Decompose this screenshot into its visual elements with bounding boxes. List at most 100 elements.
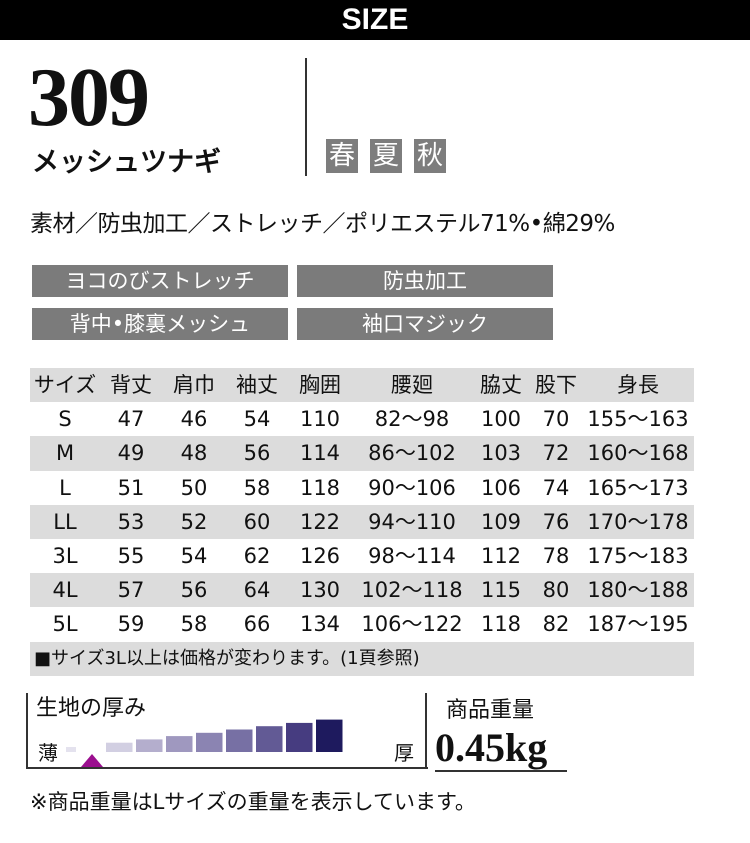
header-cell: 背丈 [110,373,152,397]
thickness-bar [166,736,193,752]
header-cell: 胸囲 [299,373,341,397]
table-cell: 118 [299,475,341,500]
table-row: 5L 59 58 66 134 106〜122 118 82 187〜195 [30,607,694,641]
table-cell: M [55,441,75,466]
divider [305,58,307,176]
table-cell: 51 [117,475,145,500]
table-row: L 51 50 58 118 90〜106 106 74 165〜173 [30,471,694,505]
table-cell: 72 [542,441,570,466]
table-cell: L [59,475,71,500]
table-cell: 103 [480,441,522,466]
table-header-row: サイズ 背丈 肩巾 袖丈 胸囲 腰廻 脇丈 股下 身長 [30,368,694,403]
table-cell: 60 [243,509,271,534]
header-cell: 肩巾 [173,373,215,397]
table-cell: 47 [117,407,145,432]
table-cell: 134 [299,612,341,637]
season-spring: 春 [326,139,358,173]
thick-label: 厚 [394,741,414,765]
table-cell: 80 [542,578,570,603]
season-summer: 夏 [370,139,402,173]
size-table: サイズ 背丈 肩巾 袖丈 胸囲 腰廻 脇丈 股下 身長 S 47 46 54 110 82… [30,368,694,676]
thickness-scale [66,719,343,767]
table-cell: 54 [243,407,271,432]
table-cell: 55 [117,543,145,568]
table-cell: 112 [480,543,522,568]
thickness-bar [286,722,313,752]
table-cell: 175〜183 [587,543,689,568]
table-cell: 100 [480,407,522,432]
season-autumn: 秋 [414,139,446,173]
table-cell: 70 [542,407,570,432]
header-cell: 身長 [617,373,659,397]
table-cell: 4L [52,578,78,603]
table-cell: 82〜98 [374,407,450,432]
table-cell: 118 [480,612,522,637]
table-cell: 3L [52,543,78,568]
table-cell: 126 [299,543,341,568]
header-cell: サイズ [33,373,97,397]
table-cell: 115 [480,578,522,603]
table-cell: 76 [542,509,570,534]
table-cell: 130 [299,578,341,603]
table-cell: 170〜178 [587,509,689,534]
footer-note: ※商品重量はLサイズの重量を表示しています。 [30,790,476,814]
table-cell: 53 [117,509,145,534]
table-cell: 102〜118 [361,578,463,603]
table-cell: 49 [117,441,145,466]
thin-label: 薄 [38,741,58,765]
table-cell: 64 [243,578,271,603]
size-header: SIZE [0,0,750,40]
table-cell: 59 [117,612,145,637]
thickness-marker-icon [81,754,103,767]
feature-badge: 袖口マジック [297,308,553,340]
table-cell: 54 [180,543,208,568]
table-cell: 46 [180,407,208,432]
thickness-label: 生地の厚み [36,696,147,721]
table-cell: 57 [117,578,145,603]
table-row: M 49 48 56 114 86〜102 103 72 160〜168 [30,436,694,471]
feature-badge: 防虫加工 [297,265,553,297]
table-cell: S [58,407,72,432]
table-cell: 82 [542,612,570,637]
thickness-box [26,693,428,769]
table-cell: 114 [299,441,341,466]
table-cell: 58 [243,475,271,500]
thickness-bar [66,747,76,752]
table-row: 4L 57 56 64 130 102〜118 115 80 180〜188 [30,573,694,608]
table-cell: 78 [542,543,570,568]
table-cell: 48 [180,441,208,466]
table-row: S 47 46 54 110 82〜98 100 70 155〜163 [30,402,694,436]
thickness-bar [136,739,163,752]
table-cell: 52 [180,509,208,534]
price-note: ■サイズ3L以上は価格が変わります。(1頁参照) [30,641,694,676]
thickness-bar [256,726,283,752]
header-cell: 袖丈 [236,373,278,397]
table-cell: 66 [243,612,271,637]
thickness-bar [226,729,253,752]
table-cell: 74 [542,475,570,500]
feature-badge: ヨコのびストレッチ [32,265,288,297]
divider [425,693,427,769]
table-row: 3L 55 54 62 126 98〜114 112 78 175〜183 [30,539,694,573]
model-number: 309 [28,51,150,144]
thickness-bar [316,719,343,752]
table-cell: 56 [243,441,271,466]
table-cell: 109 [480,509,522,534]
table-cell: 98〜114 [368,543,456,568]
table-row: LL 53 52 60 122 94〜110 109 76 170〜178 [30,504,694,539]
table-cell: 56 [180,578,208,603]
material-text: 素材／防虫加工／ストレッチ／ポリエステル71%•綿29% [30,211,615,237]
table-cell: 5L [52,612,78,637]
table-cell: 58 [180,612,208,637]
table-cell: 106〜122 [361,612,463,637]
table-cell: 106 [480,475,522,500]
table-cell: 90〜106 [368,475,456,500]
table-cell: LL [53,509,77,534]
table-cell: 160〜168 [587,441,689,466]
feature-badge: 背中•膝裏メッシュ [32,308,288,340]
header-cell: 腰廻 [391,373,433,397]
table-cell: 110 [299,407,341,432]
weight-value: 0.45kg [435,726,567,772]
table-cell: 50 [180,475,208,500]
weight-label: 商品重量 [446,698,535,723]
